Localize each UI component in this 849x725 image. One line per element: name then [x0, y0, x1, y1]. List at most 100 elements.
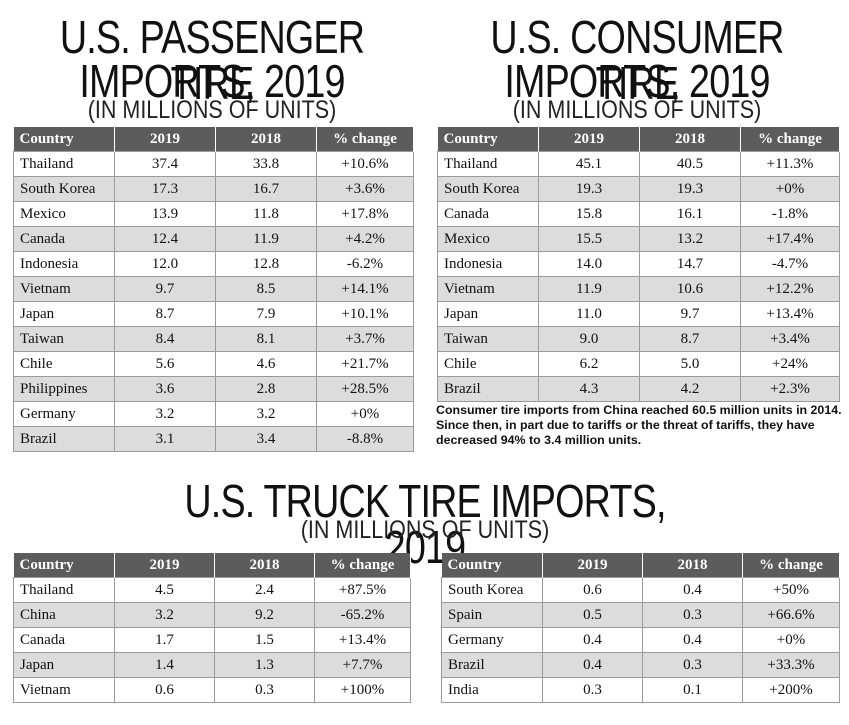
table-cell: 5.0 [639, 351, 741, 377]
table-row: Indonesia 12.0 12.8 -6.2% [13, 251, 414, 277]
column-header: % change [314, 553, 411, 578]
table-cell: Brazil [441, 652, 543, 678]
table-cell: 0.1 [642, 677, 743, 703]
consumer-title-line2: IMPORTS, 2019 [504, 55, 770, 107]
table-cell: Chile [13, 351, 115, 377]
table-row: Taiwan 9.0 8.7 +3.4% [437, 326, 840, 352]
table-row: Vietnam 0.6 0.3 +100% [13, 677, 411, 703]
table-cell: 10.6 [639, 276, 741, 302]
table-cell: +100% [314, 677, 411, 703]
table-cell: 40.5 [639, 151, 741, 177]
table-cell: Taiwan [437, 326, 539, 352]
table-cell: Spain [441, 602, 543, 628]
table-cell: 1.4 [114, 652, 215, 678]
table-cell: 33.8 [215, 151, 317, 177]
column-header: 2019 [114, 553, 215, 578]
table-row: Vietnam 9.7 8.5 +14.1% [13, 276, 414, 302]
table-cell: -4.7% [740, 251, 840, 277]
table-cell: 4.6 [215, 351, 317, 377]
table-cell: 13.9 [114, 201, 216, 227]
table-cell: +33.3% [742, 652, 840, 678]
table-cell: 0.3 [642, 602, 743, 628]
column-header: 2019 [542, 553, 643, 578]
table-cell: South Korea [441, 577, 543, 603]
table-cell: Germany [441, 627, 543, 653]
column-header: 2018 [215, 127, 317, 152]
table-row: Indonesia 14.0 14.7 -4.7% [437, 251, 840, 277]
table-row: Mexico 13.9 11.8 +17.8% [13, 201, 414, 227]
table-cell: +4.2% [316, 226, 414, 252]
table-cell: 1.5 [214, 627, 315, 653]
table-cell: +3.7% [316, 326, 414, 352]
table-cell: +14.1% [316, 276, 414, 302]
table-row: India 0.3 0.1 +200% [441, 677, 840, 703]
table-cell: Thailand [437, 151, 539, 177]
table-row: Canada 12.4 11.9 +4.2% [13, 226, 414, 252]
table-cell: 9.0 [538, 326, 640, 352]
table-cell: 12.0 [114, 251, 216, 277]
column-header: Country [13, 127, 115, 152]
table-cell: +17.8% [316, 201, 414, 227]
table-cell: 8.5 [215, 276, 317, 302]
table-cell: 0.5 [542, 602, 643, 628]
table-cell: +11.3% [740, 151, 840, 177]
table-cell: Germany [13, 401, 115, 427]
table-cell: +50% [742, 577, 840, 603]
table-cell: +87.5% [314, 577, 411, 603]
table-cell: 19.3 [538, 176, 640, 202]
table-cell: +3.4% [740, 326, 840, 352]
table-row: Thailand 45.1 40.5 +11.3% [437, 151, 840, 177]
table-cell: 0.6 [542, 577, 643, 603]
table-cell: 14.0 [538, 251, 640, 277]
table-cell: Brazil [437, 376, 539, 402]
table-cell: 15.5 [538, 226, 640, 252]
table-cell: +66.6% [742, 602, 840, 628]
table-row: Germany 3.2 3.2 +0% [13, 401, 414, 427]
table-cell: 8.4 [114, 326, 216, 352]
table-cell: 2.4 [214, 577, 315, 603]
passenger-title-line1: U.S. PASSENGER TIRE [59, 11, 365, 109]
table-row: Japan 8.7 7.9 +10.1% [13, 301, 414, 327]
table-cell: 14.7 [639, 251, 741, 277]
table-cell: 4.3 [538, 376, 640, 402]
column-header: 2018 [642, 553, 743, 578]
table-cell: 8.7 [114, 301, 216, 327]
table-row: Taiwan 8.4 8.1 +3.7% [13, 326, 414, 352]
table-cell: +0% [740, 176, 840, 202]
table-cell: 0.3 [214, 677, 315, 703]
column-header: Country [441, 553, 543, 578]
table-cell: 0.3 [542, 677, 643, 703]
table-cell: +21.7% [316, 351, 414, 377]
table-cell: South Korea [13, 176, 115, 202]
table-cell: +12.2% [740, 276, 840, 302]
table-row: South Korea 0.6 0.4 +50% [441, 577, 840, 603]
column-header: Country [437, 127, 539, 152]
table-cell: 11.9 [538, 276, 640, 302]
table-cell: Vietnam [13, 276, 115, 302]
table-row: Japan 1.4 1.3 +7.7% [13, 652, 411, 678]
table-cell: 17.3 [114, 176, 216, 202]
passenger-subtitle: (IN MILLIONS OF UNITS) [87, 96, 337, 124]
table-cell: 12.4 [114, 226, 216, 252]
table-cell: 9.7 [114, 276, 216, 302]
consumer-table: Country 2019 2018 % change Thailand 45.1 4… [437, 127, 840, 402]
table-row: Brazil 3.1 3.4 -8.8% [13, 426, 414, 452]
table-cell: 12.8 [215, 251, 317, 277]
table-row: Brazil 4.3 4.2 +2.3% [437, 376, 840, 402]
table-cell: 37.4 [114, 151, 216, 177]
table-row: Chile 6.2 5.0 +24% [437, 351, 840, 377]
table-cell: Brazil [13, 426, 115, 452]
table-cell: Chile [437, 351, 539, 377]
table-cell: 0.4 [642, 577, 743, 603]
column-header: Country [13, 553, 115, 578]
table-cell: 2.8 [215, 376, 317, 402]
table-cell: -65.2% [314, 602, 411, 628]
table-row: Chile 5.6 4.6 +21.7% [13, 351, 414, 377]
table-cell: 3.1 [114, 426, 216, 452]
table-cell: 3.6 [114, 376, 216, 402]
table-row: Thailand 4.5 2.4 +87.5% [13, 577, 411, 603]
table-cell: Japan [13, 652, 115, 678]
table-cell: 45.1 [538, 151, 640, 177]
table-header-row: Country 2019 2018 % change [437, 127, 840, 152]
table-cell: 9.2 [214, 602, 315, 628]
